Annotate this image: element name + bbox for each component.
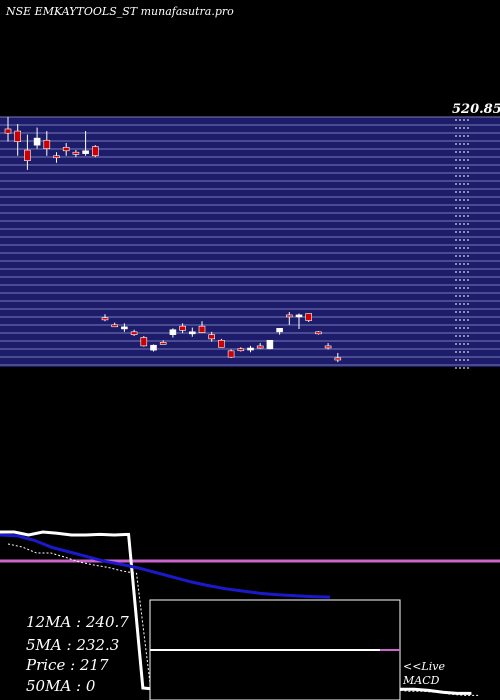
candle-body	[247, 347, 254, 351]
candle-body	[101, 317, 109, 321]
macd-live-label: <<Live	[403, 660, 445, 673]
candle-body	[150, 344, 157, 351]
candle-body	[53, 155, 60, 159]
candlesticks	[4, 117, 342, 363]
candle-body	[208, 334, 215, 340]
candle-body	[121, 326, 128, 330]
candle-body	[92, 146, 99, 157]
candle-body	[130, 331, 138, 335]
candle-body	[256, 345, 264, 349]
candle-body	[159, 342, 167, 345]
candle-body	[334, 357, 342, 361]
candle-body	[198, 325, 206, 333]
candle-body	[179, 325, 186, 331]
candle-body	[140, 337, 148, 347]
candle-body	[43, 139, 51, 149]
candle-body	[72, 151, 80, 155]
y-axis-ticks	[455, 119, 470, 369]
candle-body	[169, 329, 177, 335]
candle-body	[305, 313, 313, 321]
stat-5ma: 5MA : 232.3	[26, 636, 120, 654]
candle-body	[24, 149, 31, 161]
candle-body	[276, 328, 283, 333]
candle-body	[82, 150, 89, 154]
candle-body	[62, 146, 70, 152]
candle-body	[218, 339, 225, 348]
candle-body	[315, 331, 322, 335]
candle-body	[266, 339, 274, 350]
candle-body	[14, 130, 21, 142]
stat-50ma: 50MA : 0	[26, 677, 96, 695]
stat-12ma: 12MA : 240.7	[26, 613, 129, 631]
candle-body	[111, 324, 118, 328]
candle-body	[4, 128, 12, 134]
candle-body	[189, 331, 196, 335]
ma-line-dotted	[7, 543, 480, 696]
chart-title: NSE EMKAYTOOLS_ST munafasutra.pro	[6, 5, 234, 18]
candle-body	[237, 348, 245, 352]
macd-label: MACD	[403, 674, 440, 687]
price-label: 520.85	[452, 102, 500, 117]
candle-body	[285, 314, 293, 318]
candle-body	[33, 137, 41, 146]
stat-price: Price : 217	[26, 656, 109, 674]
candle-body	[227, 350, 235, 358]
ma-line-blue	[0, 533, 331, 599]
candle-body	[324, 345, 332, 349]
price-grid	[0, 116, 500, 366]
candle-body	[295, 314, 303, 318]
